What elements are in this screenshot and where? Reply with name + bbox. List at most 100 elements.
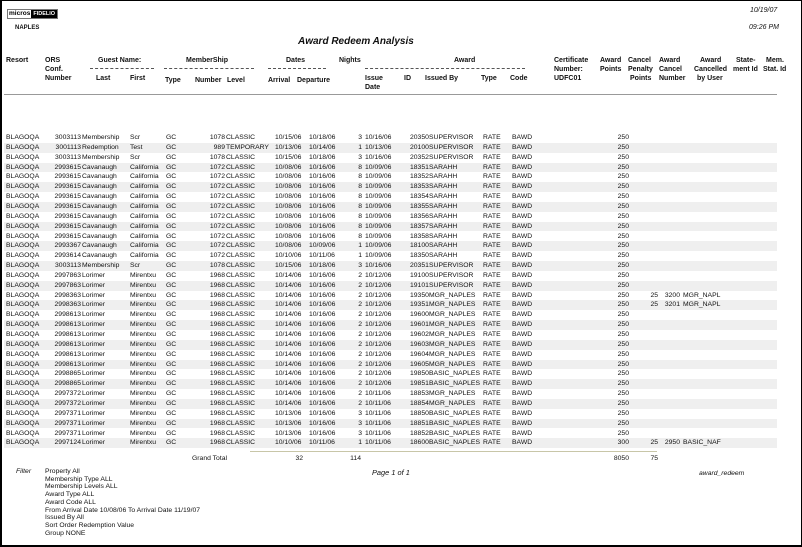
cell-first-name: Mirentxu xyxy=(130,390,157,398)
cell-arrival: 10/08/06 xyxy=(275,193,302,201)
cell-award-points: 250 xyxy=(617,193,629,201)
cell-award-code: BAWD xyxy=(512,153,533,161)
cell-cancel-number: 3201 xyxy=(664,301,680,309)
table-row: BLAGOQA 2993367 Cavanaugh California GC 1072 C… xyxy=(4,241,777,252)
col-conf: Conf. xyxy=(45,66,63,73)
cell-membership-level: CLASSIC xyxy=(226,429,256,437)
cell-membership-type: GC xyxy=(166,311,177,319)
cell-resort: BLAGOQA xyxy=(6,439,40,447)
cell-resort: BLAGOQA xyxy=(6,409,40,417)
cell-conf-number: 2993367 xyxy=(54,242,81,250)
cell-award-id: 20350 xyxy=(410,134,429,141)
cell-award-code: BAWD xyxy=(512,301,533,309)
cell-departure: 10/16/06 xyxy=(309,399,336,407)
table-row: BLAGOQA 2998613 Lorimer Mirentxu GC 1968 CLASS… xyxy=(4,350,777,360)
cell-issue-date: 10/11/06 xyxy=(365,419,391,427)
cell-membership-level: CLASSIC xyxy=(226,134,256,141)
cell-conf-number: 2993615 xyxy=(54,163,81,171)
col-award: Award xyxy=(454,57,476,64)
cell-resort: BLAGOQA xyxy=(6,252,40,260)
cell-first-name: California xyxy=(130,212,159,220)
cell-first-name: Mirentxu xyxy=(130,399,157,407)
cell-first-name: California xyxy=(130,222,159,230)
cell-cancel-number: 3200 xyxy=(664,291,680,299)
cell-arrival: 10/10/06 xyxy=(275,252,302,260)
cell-membership-number: 1072 xyxy=(209,163,225,171)
cell-award-points: 250 xyxy=(617,380,629,388)
cell-nights: 1 xyxy=(358,252,362,260)
col-departure: Departure xyxy=(297,77,331,84)
cell-membership-level: CLASSIC xyxy=(226,281,256,289)
cell-award-points: 250 xyxy=(617,360,629,368)
cell-arrival: 10/13/06 xyxy=(275,429,302,437)
cell-membership-number: 1968 xyxy=(209,301,225,309)
cell-conf-number: 2998613 xyxy=(54,321,81,329)
cell-award-code: BAWD xyxy=(512,429,533,437)
cell-membership-number: 1968 xyxy=(209,419,225,427)
cell-membership-number: 1072 xyxy=(209,242,225,250)
grand-total-label: Grand Total xyxy=(192,455,228,462)
cell-last-name: Membership xyxy=(82,134,120,141)
cell-issue-date: 10/11/06 xyxy=(365,399,391,407)
cell-award-id: 18850 xyxy=(410,409,429,417)
cell-award-type: RATE xyxy=(483,134,501,141)
cell-departure: 10/11/06 xyxy=(309,439,335,447)
cell-first-name: Mirentxu xyxy=(130,291,157,299)
cell-conf-number: 2997372 xyxy=(54,399,81,407)
cell-resort: BLAGOQA xyxy=(6,202,40,210)
cell-award-type: RATE xyxy=(483,350,501,358)
cell-membership-level: CLASSIC xyxy=(226,331,256,338)
cell-award-id: 18353 xyxy=(410,183,429,191)
cell-resort: BLAGOQA xyxy=(6,134,40,141)
cell-nights: 8 xyxy=(358,173,362,181)
filter-item: Group NONE xyxy=(45,529,86,537)
cell-resort: BLAGOQA xyxy=(6,399,40,407)
cell-conf-number: 3003113 xyxy=(55,262,81,270)
cell-membership-level: CLASSIC xyxy=(226,262,256,270)
cell-issue-date: 10/12/06 xyxy=(365,380,392,388)
cell-nights: 8 xyxy=(358,202,362,210)
cell-issue-date: 10/12/06 xyxy=(365,340,392,348)
cell-resort: BLAGOQA xyxy=(6,173,40,181)
cell-issue-date: 10/12/06 xyxy=(365,271,392,279)
cell-conf-number: 2993615 xyxy=(54,222,81,230)
cell-award-type: RATE xyxy=(483,173,501,181)
cell-membership-number: 1072 xyxy=(209,252,225,260)
col-cancel-penalty: Cancel xyxy=(628,57,651,64)
col-statement-id: State- xyxy=(736,57,756,64)
cell-membership-number: 1072 xyxy=(209,183,225,191)
header-divider xyxy=(4,94,777,95)
cell-nights: 3 xyxy=(358,153,362,161)
cell-issue-date: 10/09/06 xyxy=(365,222,392,230)
cell-award-points: 250 xyxy=(617,340,629,348)
cell-issue-date: 10/09/06 xyxy=(365,173,392,181)
cell-resort: BLAGOQA xyxy=(6,340,40,348)
cell-conf-number: 2998613 xyxy=(54,331,81,338)
cell-issue-date: 10/09/06 xyxy=(365,232,392,240)
cell-membership-number: 1072 xyxy=(209,232,225,240)
table-row: BLAGOQA 3003113 Membership Scr GC 1078 CLASSIC… xyxy=(4,133,777,143)
table-row: BLAGOQA 3003113 Membership Scr GC 1078 CLASSIC… xyxy=(4,261,777,271)
cell-award-type: RATE xyxy=(483,301,501,309)
filter-item: From Arrival Date 10/08/06 To Arrival Da… xyxy=(45,506,201,514)
cell-award-type: RATE xyxy=(483,399,501,407)
cell-resort: BLAGOQA xyxy=(6,331,40,338)
cell-issued-by: MGR_NAPLES xyxy=(429,340,476,348)
table-row: BLAGOQA 2993615 Cavanaugh California GC 1072 C… xyxy=(4,192,777,202)
cell-issued-by: SARAHH xyxy=(429,232,458,240)
cell-membership-type: GC xyxy=(166,222,177,230)
table-row: BLAGOQA 2993615 Cavanaugh California GC 1072 C… xyxy=(4,232,777,242)
cell-nights: 8 xyxy=(358,232,362,240)
cell-issued-by: SUPERVISOR xyxy=(429,143,474,151)
cell-first-name: California xyxy=(130,242,159,250)
cell-membership-level: CLASSIC xyxy=(226,409,256,417)
cell-resort: BLAGOQA xyxy=(6,271,40,279)
cell-departure: 10/16/06 xyxy=(309,163,336,171)
cell-issue-date: 10/16/06 xyxy=(365,262,392,270)
cell-issued-by: MGR_NAPLES xyxy=(429,390,476,398)
cell-cancelled-by: BASIC_NAF xyxy=(683,439,721,447)
cell-departure: 10/18/06 xyxy=(309,262,336,270)
table-row: BLAGOQA 2998865 Lorimer Mirentxu GC 1968 CLASS… xyxy=(4,369,777,379)
cell-award-code: BAWD xyxy=(512,291,533,299)
cell-resort: BLAGOQA xyxy=(6,380,40,388)
